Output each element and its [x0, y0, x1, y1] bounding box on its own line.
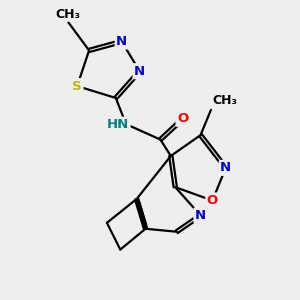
- Text: S: S: [72, 80, 82, 93]
- Text: N: N: [220, 161, 231, 174]
- Text: CH₃: CH₃: [212, 94, 237, 107]
- Text: O: O: [177, 112, 188, 125]
- Text: N: N: [116, 35, 127, 48]
- Text: N: N: [195, 209, 206, 222]
- Text: N: N: [134, 65, 145, 78]
- Text: CH₃: CH₃: [56, 8, 81, 21]
- Text: O: O: [207, 194, 218, 207]
- Text: HN: HN: [107, 118, 129, 131]
